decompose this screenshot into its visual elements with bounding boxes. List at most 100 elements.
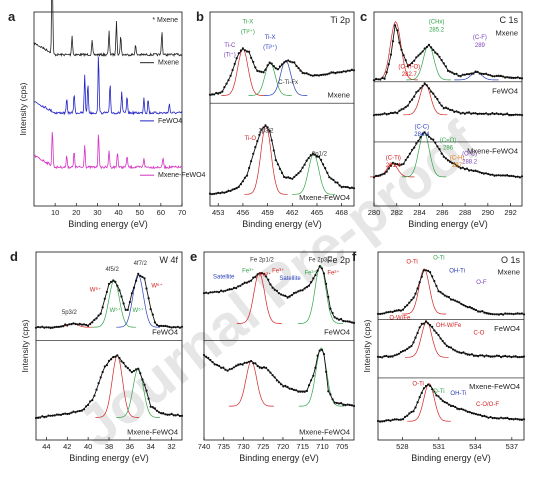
plot-frame xyxy=(377,251,525,441)
panel-letter: f xyxy=(352,249,357,264)
peak-annotation: W⁶⁺ xyxy=(90,286,101,293)
y-axis-label: Intensity (cps) xyxy=(362,319,372,372)
component-peak xyxy=(298,347,344,407)
peak-annotation: Ti-O xyxy=(245,136,257,142)
peak-annotation: 289 xyxy=(475,43,486,49)
x-tick-label: 730 xyxy=(237,442,250,451)
peak-annotation: (CHx) xyxy=(429,20,445,26)
series-label: Mxene-FeWO4 xyxy=(158,172,206,179)
peak-annotation: 282.7 xyxy=(402,72,418,78)
component-peak xyxy=(264,60,308,96)
fit-envelope xyxy=(373,83,522,116)
x-axis-label: Binding energy (eV) xyxy=(408,219,488,229)
peak-annotation: 287 xyxy=(452,163,463,169)
x-tick-label: 282 xyxy=(391,208,404,217)
peak-annotation: (C-H) xyxy=(450,155,465,161)
peak-annotation: Fe²⁺ xyxy=(327,270,339,277)
fit-envelope xyxy=(209,48,355,96)
data-point xyxy=(423,82,426,85)
peak-annotation: O-Ti xyxy=(412,381,423,387)
panel-title: W 4f xyxy=(159,255,178,265)
sample-label-lower: Mxene-FeWO4 xyxy=(299,427,350,436)
peak-annotation: 4f7/2 xyxy=(134,261,148,267)
x-tick-label: 537 xyxy=(506,442,519,451)
fit-envelope xyxy=(377,384,525,422)
peak-annotation: OH-Ti xyxy=(450,391,466,397)
x-axis-label: Binding energy (eV) xyxy=(239,453,319,463)
panel-title: O 1s xyxy=(501,255,521,265)
sample-label-lower: Mxene-FeWO4 xyxy=(127,427,178,436)
sample-label-lower: Mxene-FeWO4 xyxy=(299,193,350,202)
peak-annotation: C-O/O-F xyxy=(476,402,499,408)
x-tick-label: 710 xyxy=(316,442,329,451)
x-tick-label: 40 xyxy=(114,208,122,217)
x-tick-label: 36 xyxy=(126,442,134,451)
x-tick-label: 465 xyxy=(311,208,324,217)
xrd-pattern-mxene-fewo4 xyxy=(33,131,183,170)
panel-c: 280 282 284 286 288 290 292 Binding energy (eV)… xyxy=(360,9,524,229)
panel-f: 528 531 534 537 Binding energy (eV) Intensity… xyxy=(352,249,526,463)
peak-annotation: Satellite xyxy=(279,276,301,282)
fit-envelope xyxy=(377,269,524,315)
peak-annotation: Fe³⁺ xyxy=(272,268,284,275)
fit-envelope xyxy=(203,348,355,407)
x-tick-label: 286 xyxy=(436,208,449,217)
component-peak xyxy=(407,383,451,422)
peak-annotation: (C=O) xyxy=(440,138,457,144)
x-tick-label: 10 xyxy=(51,208,59,217)
y-axis-label: Intensity (cps) xyxy=(20,319,30,372)
x-tick-label: 60 xyxy=(157,208,165,217)
x-tick-label: 715 xyxy=(296,442,309,451)
peak-annotation: (Ti⁺) xyxy=(224,52,236,59)
component-peak xyxy=(403,83,448,116)
x-tick-label: 725 xyxy=(257,442,270,451)
peak-annotation: W⁵⁺ xyxy=(110,307,121,314)
sample-label-upper: Mxene xyxy=(327,90,350,99)
legend-note: * Mxene xyxy=(152,17,178,24)
panel-b: 453 456 459 462 465 468 Binding energy (eV) b Ti… xyxy=(196,9,356,229)
panel-letter: c xyxy=(360,9,367,24)
x-tick-label: 50 xyxy=(136,208,144,217)
panel-title: Ti 2p xyxy=(330,15,350,25)
peak-annotation: W⁶⁺ xyxy=(151,283,162,290)
x-tick-label: 40 xyxy=(84,442,92,451)
data-point xyxy=(406,65,409,68)
peak-annotation: 284.4 xyxy=(414,132,430,138)
sample-label-upper: FeWO4 xyxy=(152,328,178,337)
plot-frame xyxy=(209,11,355,207)
component-peak xyxy=(402,268,447,315)
plot-frame xyxy=(203,251,355,441)
peak-annotation: W⁵⁺ xyxy=(133,307,144,314)
peak-annotation: O-Ti xyxy=(433,389,444,395)
xrd-pattern-fewo4 xyxy=(34,56,183,116)
sample-label: FeWO4 xyxy=(492,86,518,95)
x-axis-label: Binding energy (eV) xyxy=(68,219,148,229)
series-label: FeWO4 xyxy=(158,118,182,125)
plot-frame xyxy=(373,11,523,207)
peak-annotation: O-F xyxy=(476,280,487,286)
peak-annotation: OH-W/Fe xyxy=(436,323,462,329)
x-tick-label: 32 xyxy=(167,442,175,451)
peak-annotation: O-W/Fe xyxy=(389,316,411,322)
fit-envelope xyxy=(373,23,523,81)
panel-letter: a xyxy=(8,9,16,24)
peak-annotation: Fe²⁺ xyxy=(259,271,271,278)
x-tick-label: 284 xyxy=(413,208,426,217)
peak-annotation: 286 xyxy=(443,146,454,152)
x-tick-label: 531 xyxy=(433,442,446,451)
x-tick-label: 38 xyxy=(105,442,113,451)
peak-annotation: (C-Ti-O) xyxy=(398,64,420,70)
x-tick-label: 290 xyxy=(482,208,495,217)
x-tick-label: 528 xyxy=(396,442,409,451)
panel-title: Fe 2p xyxy=(327,255,350,265)
peak-annotation: Ti-X xyxy=(242,20,253,26)
x-tick-label: 30 xyxy=(93,208,101,217)
x-tick-label: 720 xyxy=(277,442,290,451)
sample-label: Mxene-FeWO4 xyxy=(467,147,518,156)
peak-annotation: C-O xyxy=(473,331,484,337)
peak-annotation: Ti-X xyxy=(265,35,276,41)
peak-annotation: Fe³⁺ xyxy=(304,270,316,277)
peak-annotation: O-Ti xyxy=(406,259,417,265)
fit-envelope xyxy=(373,132,523,178)
fit-envelope xyxy=(35,354,183,418)
